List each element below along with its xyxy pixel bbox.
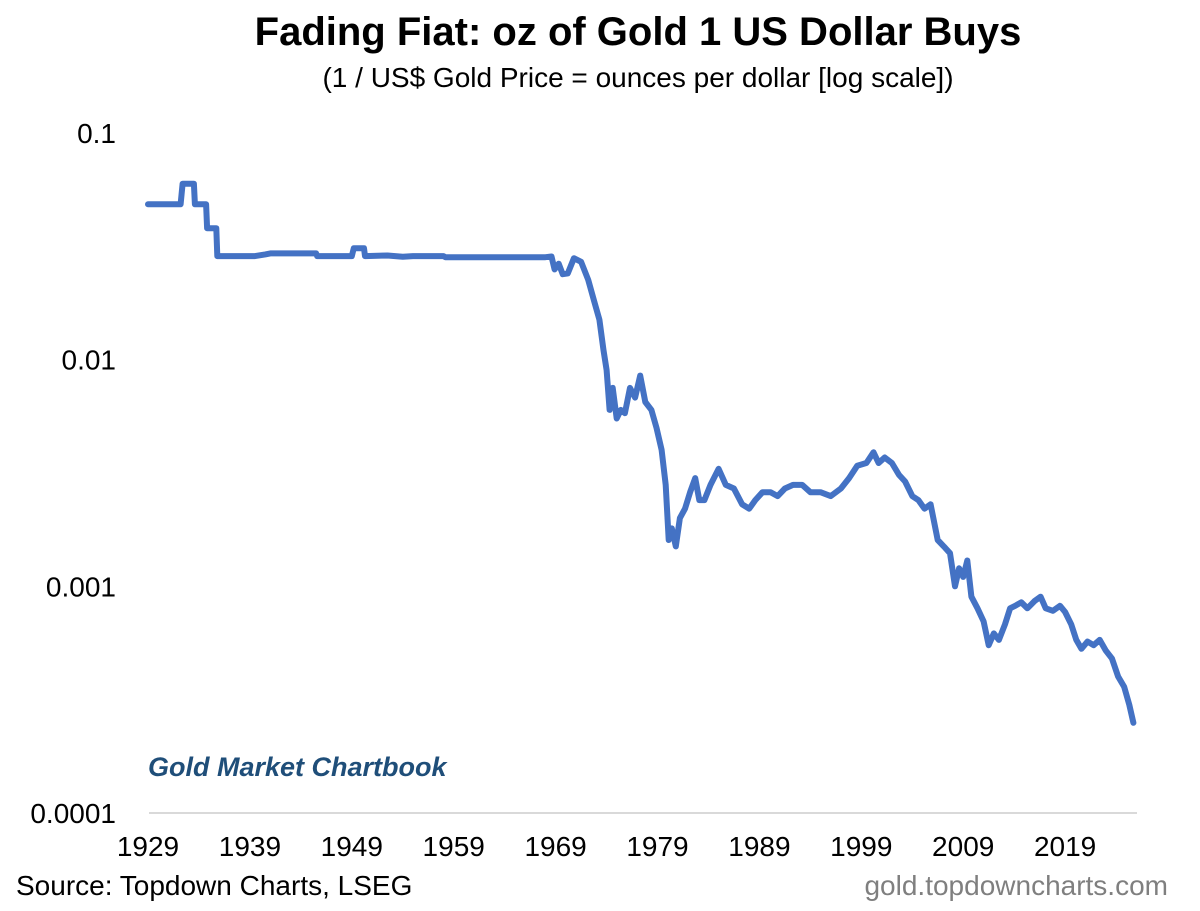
x-tick-label: 1929 bbox=[117, 831, 179, 862]
y-tick-label: 0.1 bbox=[77, 118, 116, 149]
x-tick-label: 2009 bbox=[932, 831, 994, 862]
x-tick-label: 1989 bbox=[728, 831, 790, 862]
y-tick-label: 0.001 bbox=[46, 571, 116, 602]
x-tick-label: 1939 bbox=[219, 831, 281, 862]
x-tick-label: 1949 bbox=[321, 831, 383, 862]
source-url: gold.topdowncharts.com bbox=[864, 870, 1168, 901]
source-note: Source: Topdown Charts, LSEG bbox=[16, 870, 413, 901]
x-tick-label: 1979 bbox=[626, 831, 688, 862]
chart-title: Fading Fiat: oz of Gold 1 US Dollar Buys bbox=[254, 10, 1022, 54]
x-tick-label: 1959 bbox=[423, 831, 485, 862]
x-tick-label: 1969 bbox=[524, 831, 586, 862]
y-tick-label: 0.01 bbox=[62, 345, 117, 376]
chartbook-annotation: Gold Market Chartbook bbox=[148, 752, 447, 782]
x-tick-label: 1999 bbox=[830, 831, 892, 862]
chart-subtitle: (1 / US$ Gold Price = ounces per dollar … bbox=[322, 62, 954, 93]
y-tick-label: 0.0001 bbox=[30, 798, 116, 829]
series-line bbox=[145, 180, 1137, 726]
x-tick-label: 2019 bbox=[1034, 831, 1096, 862]
